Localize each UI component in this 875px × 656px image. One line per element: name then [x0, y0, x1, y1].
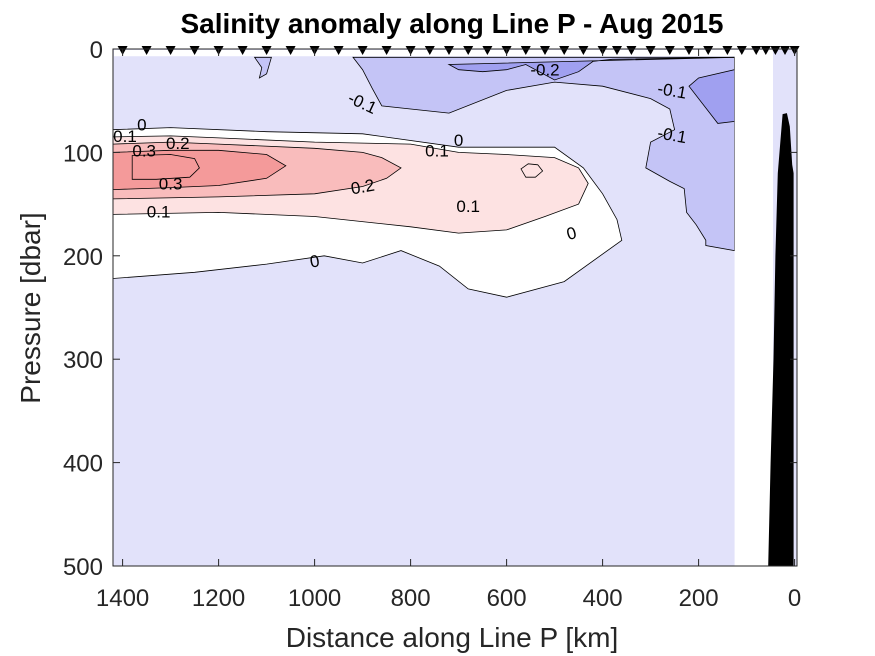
station-marker-24 — [626, 46, 637, 55]
station-marker-33 — [770, 46, 781, 55]
x-tick-label-5: 400 — [583, 585, 623, 612]
x-tick-label-1: 1200 — [192, 585, 245, 612]
x-tick-label-2: 1000 — [288, 585, 341, 612]
station-marker-10 — [357, 46, 368, 55]
contour-label-3: -0.1 — [656, 123, 688, 147]
y-axis: 0 100 200 300 400 500 — [63, 37, 797, 581]
contour-label-11: 0.1 — [425, 141, 449, 160]
station-marker-13 — [424, 46, 435, 55]
x-axis: 1400 1200 1000 800 600 400 200 0 — [96, 49, 801, 612]
contour-label-15: 0 — [308, 251, 321, 271]
contour-region-6 — [253, 56, 272, 79]
contour-label-9: 0.2 — [349, 176, 376, 199]
y-tick-label-4: 400 — [63, 451, 103, 478]
station-markers — [117, 46, 800, 55]
station-marker-31 — [751, 46, 762, 55]
contour-label-8: 0.3 — [159, 174, 183, 193]
station-marker-16 — [482, 46, 493, 55]
station-marker-21 — [578, 46, 589, 55]
seafloor — [768, 113, 794, 566]
y-tick-label-3: 300 — [63, 347, 103, 374]
station-marker-9 — [333, 46, 344, 55]
y-axis-label: Pressure [dbar] — [15, 212, 46, 403]
contour-region-4 — [131, 154, 200, 180]
station-marker-5 — [237, 46, 248, 55]
y-tick-label-5: 500 — [63, 554, 103, 581]
contour-labels: -0.2-0.1 -0.1-0.100.10.3 0.20.3 0.20.10.100… — [113, 61, 688, 272]
x-tick-label-4: 600 — [487, 585, 527, 612]
surface-band — [114, 50, 735, 57]
station-marker-34 — [780, 46, 790, 55]
contour-label-2: -0.1 — [656, 79, 688, 103]
contour-label-7: 0.2 — [166, 134, 190, 153]
contour-region-8 — [447, 56, 735, 124]
station-marker-14 — [444, 46, 454, 55]
x-axis-label: Distance along Line P [km] — [286, 622, 619, 653]
x-tick-label-0: 1400 — [96, 585, 149, 612]
station-marker-29 — [722, 46, 733, 55]
contour-fills — [112, 56, 735, 298]
station-marker-11 — [381, 46, 392, 55]
station-marker-20 — [559, 46, 570, 55]
station-marker-32 — [760, 46, 771, 55]
station-marker-28 — [703, 46, 714, 55]
data-gap — [114, 50, 773, 566]
station-marker-23 — [612, 46, 622, 55]
station-marker-3 — [189, 46, 200, 55]
no-data-strip — [734, 50, 773, 566]
x-tick-label-6: 200 — [679, 585, 719, 612]
contour-region-5 — [520, 163, 544, 178]
station-marker-25 — [645, 46, 656, 55]
station-marker-6 — [261, 46, 272, 55]
contour-label-0: -0.2 — [530, 61, 559, 80]
contour-label-4: 0 — [137, 115, 146, 134]
station-marker-27 — [684, 46, 694, 55]
y-tick-label-1: 100 — [63, 140, 103, 167]
contour-label-5: 0.1 — [113, 127, 137, 146]
plot-frame — [112, 48, 798, 567]
contour-label-6: 0.3 — [132, 141, 156, 160]
station-marker-2 — [165, 46, 176, 55]
contour-label-13: 0.1 — [456, 197, 480, 216]
station-marker-30 — [736, 46, 747, 55]
station-marker-15 — [463, 46, 474, 55]
station-marker-19 — [540, 46, 550, 55]
bathymetry — [768, 113, 794, 566]
contour-label-10: 0.1 — [147, 202, 171, 221]
station-marker-26 — [664, 46, 675, 55]
station-marker-7 — [285, 46, 296, 55]
plot-area: -0.2-0.1 -0.1-0.100.10.3 0.20.3 0.20.10.100… — [112, 46, 800, 567]
contour-label-12: 0 — [454, 131, 463, 150]
station-marker-1 — [141, 46, 152, 55]
y-tick-label-0: 0 — [90, 37, 103, 64]
contour-region-7 — [352, 56, 735, 252]
x-tick-label-7: 0 — [788, 585, 801, 612]
y-tick-label-2: 200 — [63, 244, 103, 271]
x-tick-label-3: 800 — [391, 585, 431, 612]
chart-title: Salinity anomaly along Line P - Aug 2015 — [180, 8, 723, 39]
station-marker-18 — [520, 46, 531, 55]
